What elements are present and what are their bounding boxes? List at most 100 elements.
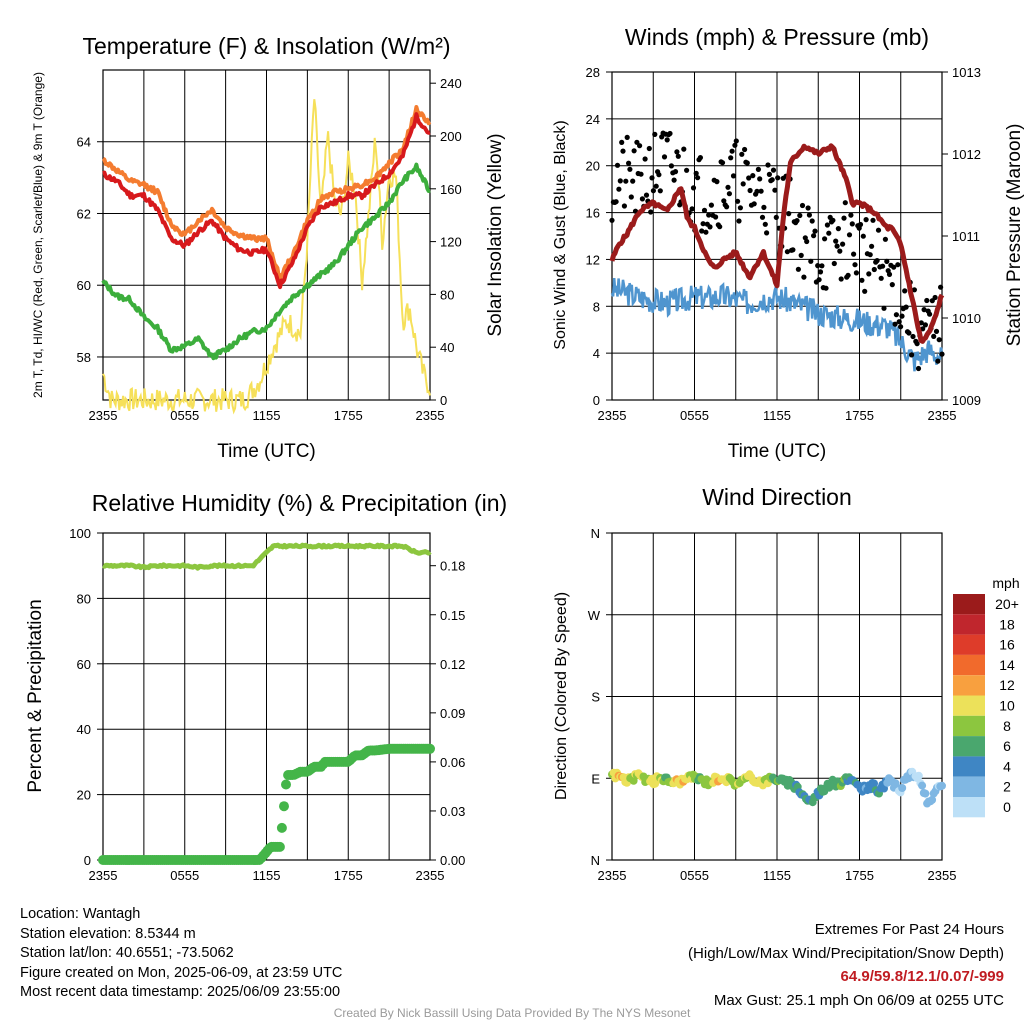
direction-point [928,795,937,804]
legend-swatch [953,797,985,818]
gust-point [623,178,629,184]
direction-point [938,781,946,790]
gust-point [859,277,865,283]
y2-tick-label: 0.15 [440,608,465,623]
legend-label: 8 [1003,718,1011,734]
location-text: Location: Wantagh [20,906,141,922]
chart-title: Wind Direction [702,484,852,510]
gust-point [838,276,844,282]
gust-point [613,199,619,205]
gust-point [812,228,818,234]
y-tick-label: 100 [69,526,91,541]
gust-point [822,236,828,242]
y-tick-label: 60 [77,278,91,293]
gust-point [853,270,860,276]
gust-point [697,155,704,161]
plot-frame [102,532,431,861]
x-tick-label: 1755 [845,408,874,423]
gust-point [866,271,872,277]
x-tick-label: 1155 [763,408,791,423]
x-tick-label: 2355 [598,868,627,883]
precip-point [279,801,289,812]
y-tick-label: S [591,690,600,705]
gust-point [684,167,690,173]
panel-3 [97,532,436,865]
y-tick-label: 40 [77,722,91,737]
plot-frame [611,71,943,401]
legend-swatch [953,715,985,737]
chart-title: Winds (mph) & Pressure (mb) [625,24,929,50]
gust-point [628,194,634,200]
y-tick-label: 62 [77,206,91,221]
gust-point [730,173,737,179]
gust-point [932,294,938,301]
sonic-wind-line [610,278,944,372]
x-tick-label: 2355 [928,868,957,883]
direction-point [921,789,930,798]
y-tick-label: 20 [77,788,91,803]
gust-point [761,204,767,210]
legend-swatch [953,756,985,777]
x-axis-label: Time (UTC) [217,441,316,462]
precip-point [274,841,285,852]
gust-point [728,155,734,161]
y-tick-label: 12 [586,252,600,267]
gust-point [689,206,695,212]
gust-point [892,321,898,327]
gust-point [845,272,851,278]
y2-tick-label: 0.03 [440,804,465,819]
gust-point [889,282,895,288]
gust-point [819,263,825,269]
gust-point [898,324,904,330]
gust-point [758,188,764,194]
gust-point [667,130,673,137]
gust-point [732,142,738,148]
y2-tick-label: 160 [440,182,462,197]
gust-point [757,176,763,182]
gust-point [921,307,927,313]
gust-point [770,167,777,173]
gust-point [831,260,837,267]
x-tick-label: 1755 [334,868,363,883]
y2-tick-label: 0.12 [440,657,465,672]
gust-point [862,288,868,294]
panel-1 [97,69,436,415]
legend-label: 16 [999,637,1015,653]
y2-axis-label: Station Pressure (Maroon) [1004,124,1024,347]
gust-point [661,154,668,160]
gust-point [747,187,753,194]
gust-point [693,170,699,176]
plot-frame [102,69,431,401]
y2-tick-label: 40 [440,340,454,355]
gust-point [801,274,807,280]
gust-point [842,200,848,206]
y-tick-label: 64 [77,135,91,150]
gust-point [881,305,887,311]
created-text: Figure created on Mon, 2025-06-09, at 23… [20,964,343,981]
y-tick-label: 60 [77,657,91,672]
y-tick-label: 24 [586,112,600,127]
gust-point [746,175,752,181]
legend-swatch [953,675,985,696]
gust-point [713,214,719,220]
gust-point [637,143,643,149]
gust-point [849,221,855,227]
gust-point [870,217,876,223]
gust-point [775,175,781,181]
y2-tick-label: 0.09 [440,706,465,721]
gust-point [642,156,648,162]
gust-point [790,247,796,253]
gust-point [815,263,821,269]
precip-point [281,779,291,790]
gust-point [609,217,615,223]
y-tick-label: W [588,608,601,623]
gust-point [809,218,815,224]
direction-point [870,779,878,788]
y2-tick-label: 0.06 [440,755,465,770]
x-tick-label: 1155 [763,868,791,883]
x-tick-label: 0555 [680,868,709,883]
legend-label: 0 [1003,799,1011,815]
gust-point [799,202,806,209]
gust-point [933,328,940,334]
gust-point [846,232,853,238]
